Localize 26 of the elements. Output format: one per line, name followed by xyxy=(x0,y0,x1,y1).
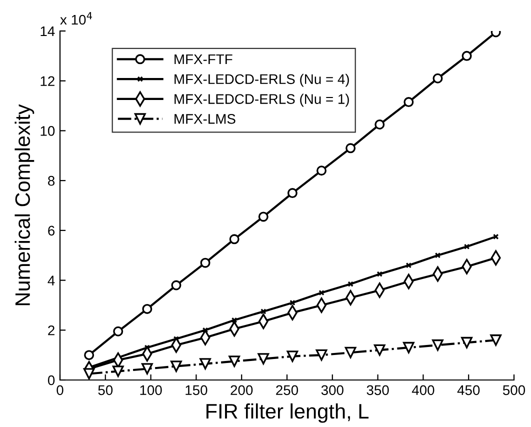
y-axis-title: Numerical Complexity xyxy=(14,104,34,306)
x-tick-label: 350 xyxy=(366,385,389,396)
y-tick-label: 14 xyxy=(40,26,55,36)
y-tick-label: 2 xyxy=(48,325,54,336)
y-tick-label: 10 xyxy=(40,126,55,136)
text: x 10$^{4}$ xyxy=(60,12,92,25)
y-tick-label: 8 xyxy=(48,176,55,186)
x-tick-label: 0 xyxy=(56,385,64,396)
x-tick-label: 50 xyxy=(98,385,113,396)
x-tick-label: 200 xyxy=(230,385,253,396)
legend-label: MFX-LEDCD-ERLS (Nu = 1) xyxy=(174,94,349,107)
x-tick-label: 100 xyxy=(140,385,162,396)
y-tick-label: 12 xyxy=(40,76,54,86)
y-tick-label: 4 xyxy=(48,276,55,286)
x-tick-label: 150 xyxy=(186,385,208,396)
x-tick-label: 300 xyxy=(321,385,344,396)
x-tick-label: 250 xyxy=(276,385,298,396)
legend-label: MFX-LEDCD-ERLS (Nu = 4) xyxy=(174,74,349,87)
y-tick-label: 0 xyxy=(48,375,55,386)
x-tick-label: 400 xyxy=(412,385,434,396)
legend-label: MFX-FTF xyxy=(174,54,232,64)
x-tick-label: 450 xyxy=(457,385,480,396)
y-tick-label: 6 xyxy=(48,226,55,236)
legend-label: MFX-LMS xyxy=(174,114,236,124)
x-tick-label: 500 xyxy=(502,385,526,396)
x-axis-title: FIR filter length, L xyxy=(206,403,369,423)
